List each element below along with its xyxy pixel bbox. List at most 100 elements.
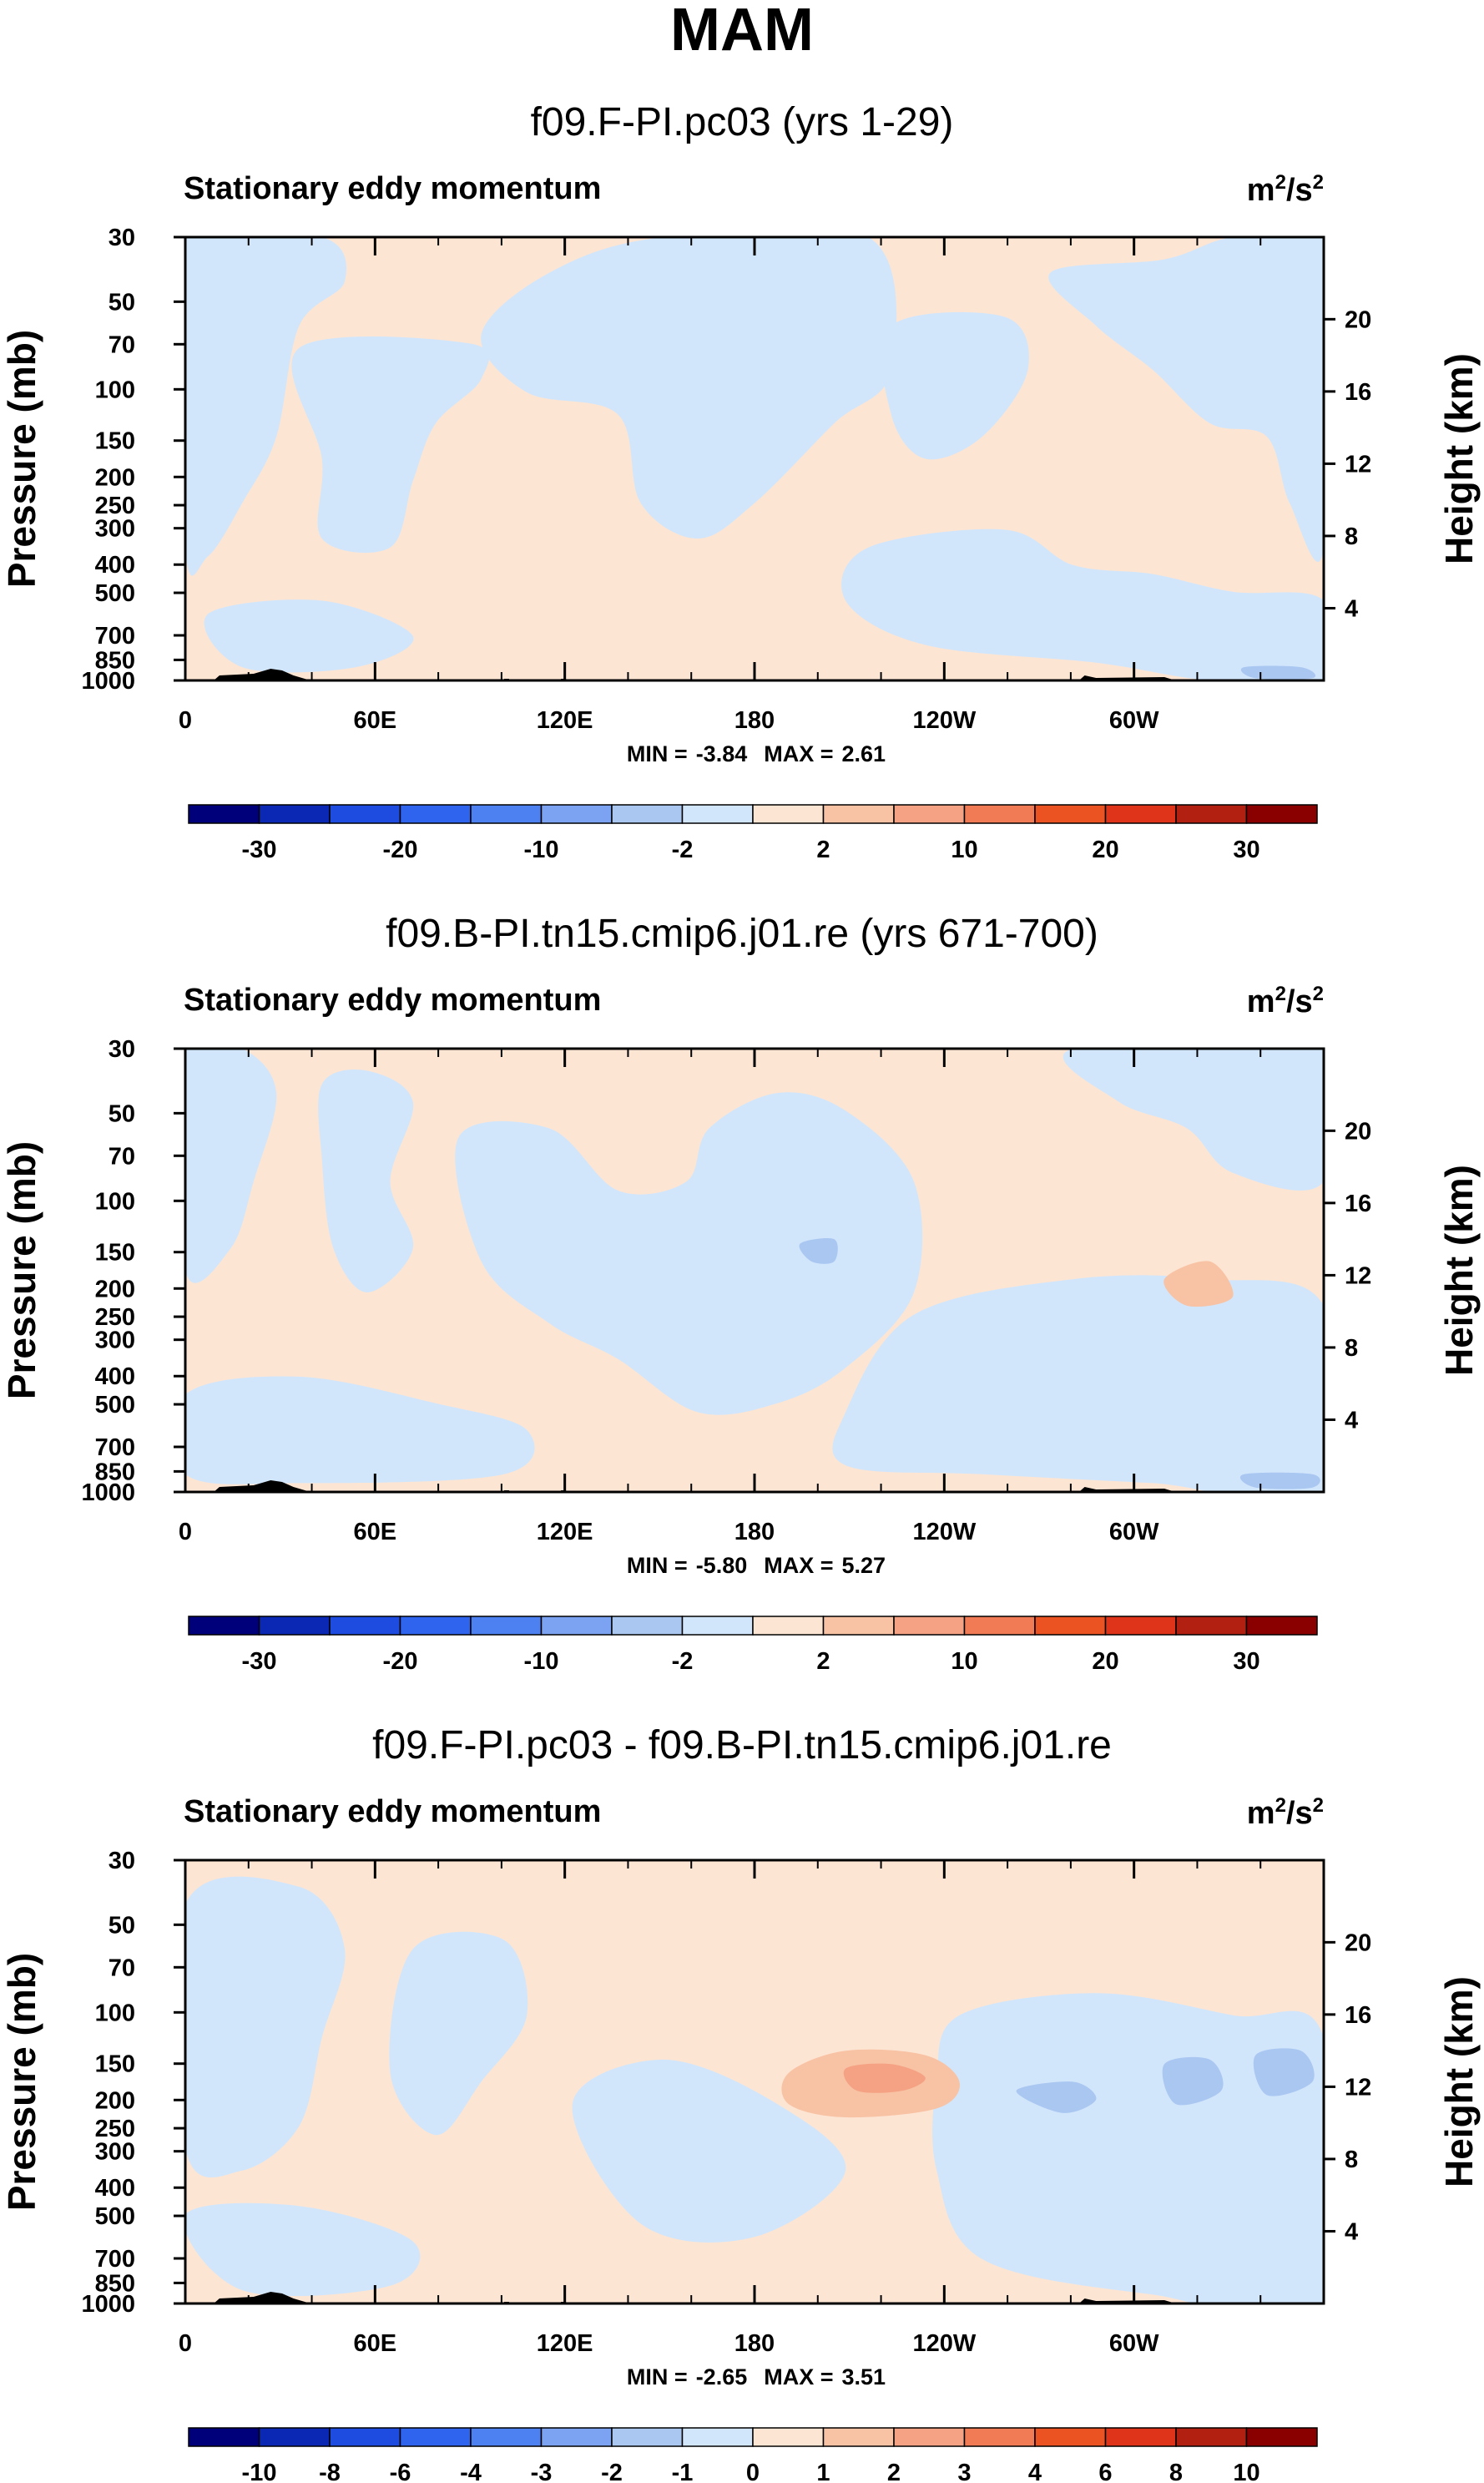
colorbar-swatch [399,2427,472,2447]
x-tick-label: 60E [354,1519,397,1545]
panel-title: f09.F-PI.pc03 - f09.B-PI.tn15.cmip6.j01.… [372,1723,1112,1767]
y-right-tick-label: 20 [1345,306,1371,333]
units-sep: /s [1286,1796,1313,1831]
colorbar-swatch [611,804,684,824]
contour-region [799,1238,838,1264]
colorbar-swatch [963,2427,1036,2447]
colorbar-swatch [681,804,754,824]
contour-region [881,311,1029,460]
colorbar-swatch [822,804,895,824]
x-tick-label: 180 [734,1519,775,1545]
min-max-label: MIN = -2.65 MAX = 3.51 [627,2364,886,2389]
contour-region [455,1092,923,1415]
y-tick-label: 850 [95,2270,135,2297]
y-tick-label: 1000 [81,1479,135,1506]
colorbar-swatch [399,804,472,824]
contour-region [1253,2048,1315,2096]
colorbar-label: -20 [383,1648,418,1675]
y-tick-label: 150 [95,428,135,455]
colorbar-label: 30 [1233,1648,1259,1675]
y-tick-label: 30 [109,225,135,251]
x-tick-label: 120W [912,1519,976,1545]
y-tick-label: 100 [95,1188,135,1215]
colorbar-label: -30 [242,1648,277,1675]
x-tick-label: 120E [537,1519,593,1545]
colorbar-label: 0 [746,2460,760,2483]
contour-region [1048,237,1324,562]
y-right-tick-label: 12 [1345,1262,1371,1289]
colorbar-label: -6 [390,2460,411,2483]
y-tick-label: 30 [109,1036,135,1063]
panel-subtitle: Stationary eddy momentum [184,983,601,1018]
units-sep: /s [1286,173,1313,208]
max-label: MAX = [764,1553,833,1578]
x-tick-label: 180 [734,707,775,734]
units-exp: 2 [1275,983,1286,1005]
contour-region [841,528,1324,680]
colorbar-label: 10 [951,1648,977,1675]
x-tick-label: 120E [537,707,593,734]
colorbar-swatch [329,2427,401,2447]
colorbar-swatch [1245,804,1318,824]
colorbar-swatch [963,1616,1036,1636]
colorbar-swatch [963,804,1036,824]
y-tick-label: 200 [95,2087,135,2114]
x-tick-label: 60W [1109,707,1159,734]
y-right-tick-label: 12 [1345,2074,1371,2101]
colorbar-label: 3 [957,2460,971,2483]
colorbar-swatch [1104,2427,1177,2447]
min-label: MIN = [627,1553,688,1578]
min-label: MIN = [627,2364,688,2389]
units-base: m [1247,984,1275,1019]
colorbar-label: 10 [1233,2460,1259,2483]
colorbar-label: 8 [1169,2460,1183,2483]
x-tick-label: 60W [1109,2330,1159,2357]
min-label: MIN = [627,741,688,766]
contour-region [843,2063,926,2093]
units-label: m2/s2 [1247,983,1324,1019]
colorbar-swatch [329,804,401,824]
colorbar: -30 -20 -10 -2 2 10 20 30 [188,804,1318,863]
chart-panel-3: f09.F-PI.pc03 - f09.B-PI.tn15.cmip6.j01.… [0,1723,1481,2483]
colorbar-label: -4 [460,2460,482,2483]
colorbar-swatch [470,1616,543,1636]
colorbar-swatch [752,1616,825,1636]
y-tick-label: 50 [109,289,135,316]
max-label: MAX = [764,741,833,766]
colorbar-swatch [1175,2427,1248,2447]
colorbar-swatch [258,1616,331,1636]
contour-region [1163,1261,1234,1307]
colorbar-swatch [470,2427,543,2447]
y-tick-label: 700 [95,2246,135,2273]
units-label: m2/s2 [1247,171,1324,208]
y-tick-label: 300 [95,516,135,543]
x-tick-label: 0 [179,707,192,734]
max-value: 2.61 [842,741,886,766]
y-right-tick-label: 8 [1345,523,1358,550]
colorbar-swatch [893,2427,966,2447]
colorbar-swatch [188,2427,260,2447]
x-tick-label: 60W [1109,1519,1159,1545]
colorbar-label: 20 [1092,837,1118,863]
colorbar-label: -10 [242,2460,277,2483]
y-right-tick-label: 12 [1345,451,1371,478]
contour-region [1162,2056,1224,2106]
colorbar-label: -8 [319,2460,341,2483]
contour-region [185,1876,346,2177]
contour-region [291,336,490,554]
colorbar-swatch [1245,1616,1318,1636]
y-tick-label: 250 [95,1304,135,1331]
y-right-tick-label: 4 [1345,595,1358,622]
units-exp2: 2 [1313,171,1324,194]
y-axis-title: Pressure (mb) [0,1953,43,2211]
colorbar-swatch [540,2427,613,2447]
colorbar-label: -20 [383,837,418,863]
contour-region [204,599,414,673]
contour-field [185,1876,1324,2303]
y-right-tick-label: 16 [1345,1191,1371,1217]
max-label: MAX = [764,2364,833,2389]
units-exp2: 2 [1313,1794,1324,1817]
units-base: m [1247,173,1275,208]
y-tick-label: 30 [109,1848,135,1874]
